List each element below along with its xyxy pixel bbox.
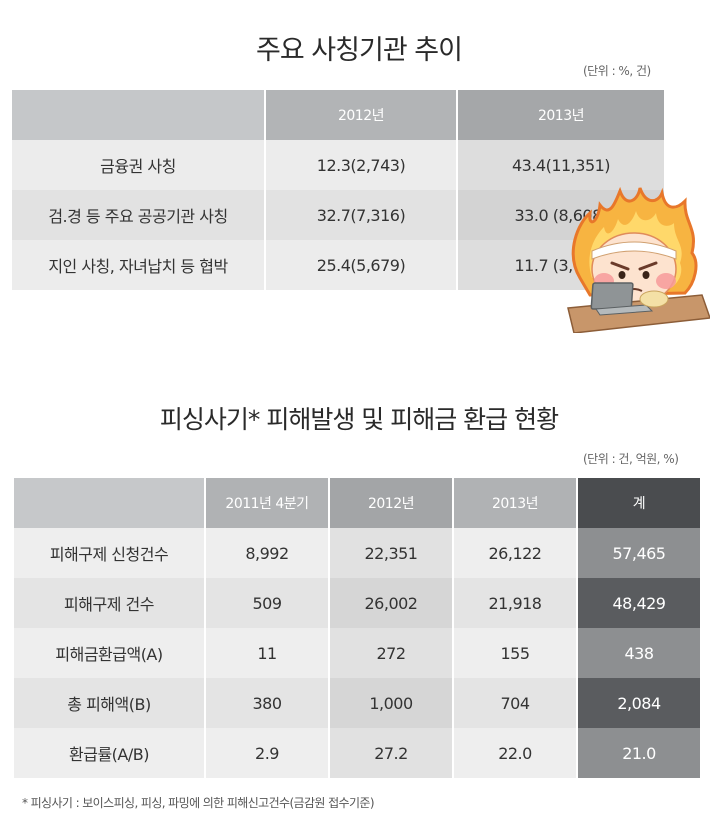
impersonated-agencies-table: 2012년 2013년 금융권 사칭 12.3(2,743) 43.4(11,3…	[12, 90, 664, 290]
table-cell: 43.4(11,351)	[456, 140, 664, 190]
section1-title: 주요 사칭기관 추이	[256, 35, 463, 66]
row-label: 금융권 사칭	[12, 140, 264, 190]
table-cell: 21,918	[452, 578, 576, 628]
row-label: 피해구제 신청건수	[14, 528, 204, 578]
table-cell: 12.3(2,743)	[264, 140, 456, 190]
header-cell: 2011년 4분기	[204, 478, 328, 528]
table-header-row: 2012년 2013년	[12, 90, 664, 140]
phishing-refund-table: 2011년 4분기 2012년 2013년 계 피해구제 신청건수 8,992 …	[14, 478, 700, 778]
table-row: 피해구제 신청건수 8,992 22,351 26,122 57,465	[14, 528, 700, 578]
table-row: 환급률(A/B) 2.9 27.2 22.0 21.0	[14, 728, 700, 778]
section2-unit-label: (단위 : 건, 억원, %)	[583, 452, 679, 466]
row-label: 검.경 등 주요 공공기관 사칭	[12, 190, 264, 240]
table-cell: 155	[452, 628, 576, 678]
header-cell	[12, 90, 264, 140]
table-cell: 509	[204, 578, 328, 628]
table-row: 피해구제 건수 509 26,002 21,918 48,429	[14, 578, 700, 628]
table-cell: 26,002	[328, 578, 452, 628]
table-cell: 25.4(5,679)	[264, 240, 456, 290]
section2-title: 피싱사기* 피해발생 및 피해금 환급 현황	[159, 405, 559, 434]
table-cell: 27.2	[328, 728, 452, 778]
total-cell: 438	[576, 628, 700, 678]
table-cell: 22.0	[452, 728, 576, 778]
table-row: 금융권 사칭 12.3(2,743) 43.4(11,351)	[12, 140, 664, 190]
table-cell: 11	[204, 628, 328, 678]
table-cell: 704	[452, 678, 576, 728]
total-cell: 57,465	[576, 528, 700, 578]
laptop-icon	[590, 282, 634, 310]
row-label: 지인 사칭, 자녀납치 등 협박	[12, 240, 264, 290]
table-row: 피해금환급액(A) 11 272 155 438	[14, 628, 700, 678]
angry-character-illustration	[567, 186, 710, 333]
row-label: 피해구제 건수	[14, 578, 204, 628]
header-cell: 2012년	[328, 478, 452, 528]
table-cell: 380	[204, 678, 328, 728]
row-label: 총 피해액(B)	[14, 678, 204, 728]
table-cell: 22,351	[328, 528, 452, 578]
total-cell: 48,429	[576, 578, 700, 628]
table-row: 총 피해액(B) 380 1,000 704 2,084	[14, 678, 700, 728]
table-cell: 32.7(7,316)	[264, 190, 456, 240]
table-cell: 8,992	[204, 528, 328, 578]
footnote: * 피싱사기 : 보이스피싱, 피싱, 파밍에 의한 피해신고건수(금감원 접수…	[22, 796, 375, 810]
table-cell: 2.9	[204, 728, 328, 778]
table-row: 검.경 등 주요 공공기관 사칭 32.7(7,316) 33.0 (8,608…	[12, 190, 664, 240]
row-label: 환급률(A/B)	[14, 728, 204, 778]
header-cell	[14, 478, 204, 528]
header-cell: 2013년	[452, 478, 576, 528]
total-cell: 21.0	[576, 728, 700, 778]
header-cell: 2013년	[456, 90, 664, 140]
section1-unit-label: (단위 : %, 건)	[583, 64, 651, 78]
table-header-row: 2011년 4분기 2012년 2013년 계	[14, 478, 700, 528]
table-cell: 26,122	[452, 528, 576, 578]
row-label: 피해금환급액(A)	[14, 628, 204, 678]
header-cell-total: 계	[576, 478, 700, 528]
desk	[567, 294, 710, 333]
total-cell: 2,084	[576, 678, 700, 728]
table-cell: 1,000	[328, 678, 452, 728]
header-cell: 2012년	[264, 90, 456, 140]
table-cell: 272	[328, 628, 452, 678]
